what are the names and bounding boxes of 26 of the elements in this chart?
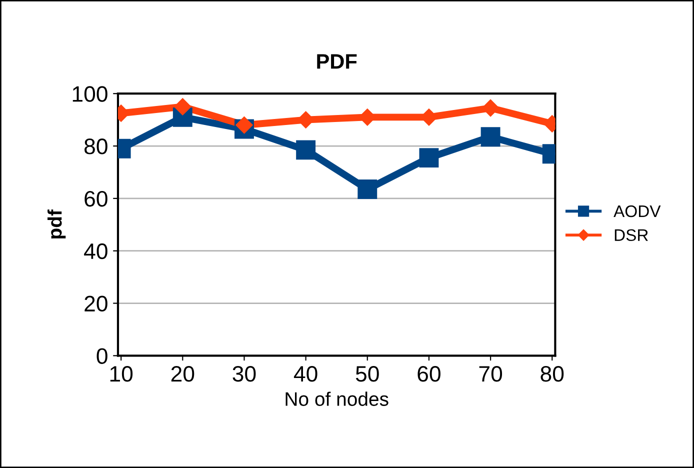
point: [419, 148, 439, 168]
y-tick-label: 60: [84, 190, 108, 207]
point: [236, 116, 253, 134]
legend-label: AODV: [614, 205, 661, 218]
point: [480, 127, 500, 147]
y-tick-label: 80: [84, 138, 108, 154]
x-tick-label: 20: [171, 366, 194, 382]
point: [296, 140, 316, 160]
x-axis-title: No of nodes: [286, 392, 388, 406]
y-axis-title: pdf: [48, 209, 66, 238]
x-tick-label: 40: [294, 366, 318, 382]
x-tick-label: 30: [232, 366, 256, 382]
point: [358, 180, 378, 199]
y-tick-label: 100: [72, 86, 108, 102]
x-tick-label: 70: [479, 366, 502, 382]
point: [174, 98, 192, 116]
x-tick-label: 10: [110, 366, 133, 382]
y-tick-label: 0: [96, 348, 108, 364]
chart-title: PDF: [317, 54, 357, 69]
legend-label: DSR: [614, 229, 648, 242]
y-tick-label: 20: [84, 296, 108, 312]
x-tick-label: 60: [418, 366, 440, 382]
point: [482, 99, 500, 117]
y-tick-label: 40: [84, 243, 108, 260]
x-tick-label: 80: [540, 366, 564, 382]
x-tick-label: 50: [356, 366, 379, 382]
